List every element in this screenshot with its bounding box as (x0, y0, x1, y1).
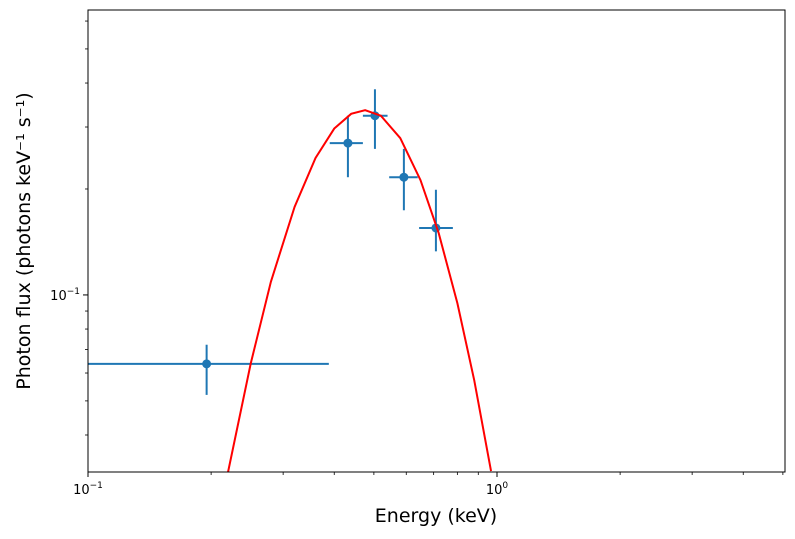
data-point-4 (389, 148, 418, 211)
data-marker (202, 359, 212, 369)
axes-frame (87, 9, 786, 473)
x-axis-label: Energy (keV) (375, 505, 497, 527)
y-tick-label: 10−1 (50, 287, 80, 304)
model-curve (227, 109, 493, 472)
y-axis-label: Photon flux (photons keV⁻¹ s⁻¹) (13, 92, 35, 389)
data-point-2 (329, 115, 363, 178)
data-point-5 (419, 189, 453, 252)
data-marker (399, 172, 409, 182)
x-tick-label: 10−1 (73, 481, 103, 498)
data-marker (343, 138, 353, 148)
data-point-1 (88, 344, 329, 395)
x-tick-label: 100 (486, 481, 509, 498)
plot-area (88, 89, 493, 472)
